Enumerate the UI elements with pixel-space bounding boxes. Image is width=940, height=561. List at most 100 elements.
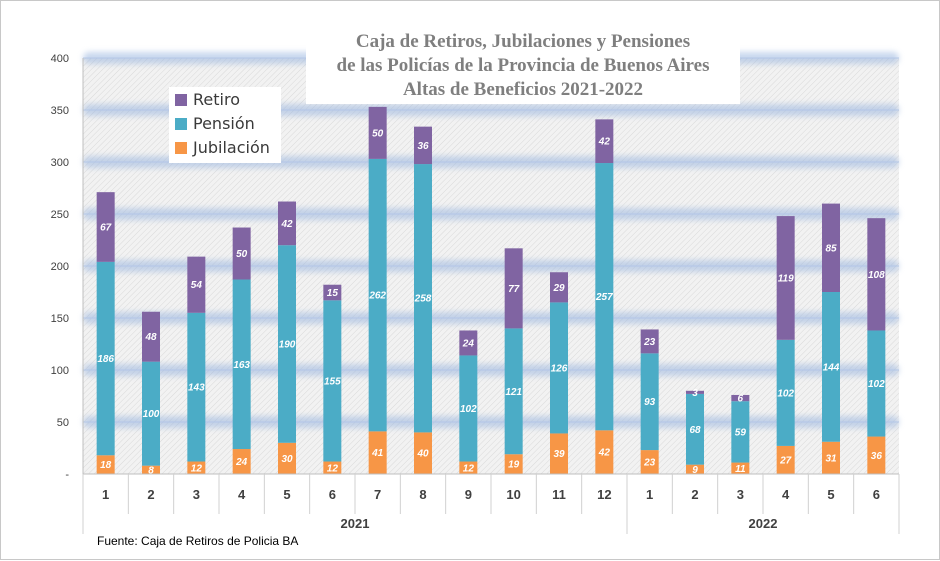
x-tick-label: 9 xyxy=(465,487,472,502)
bar-segment xyxy=(414,164,432,433)
bar-segment xyxy=(142,311,160,362)
bar-segment xyxy=(822,203,840,292)
legend-swatch xyxy=(175,118,187,130)
bar-segment xyxy=(278,201,296,246)
data-label: 93 xyxy=(644,397,656,408)
bar-segment xyxy=(867,330,886,437)
x-tick-label: 5 xyxy=(283,487,290,502)
data-label: 9 xyxy=(692,465,698,476)
data-label: 50 xyxy=(372,128,384,139)
data-label: 18 xyxy=(100,460,112,471)
data-label: 19 xyxy=(508,460,520,471)
bar-segment xyxy=(187,256,206,313)
bar-segment xyxy=(278,442,296,474)
data-label: 100 xyxy=(143,409,160,420)
x-tick-label: 4 xyxy=(782,487,790,502)
y-tick-label: 250 xyxy=(51,209,69,221)
data-label: 102 xyxy=(460,404,477,415)
bar-segment xyxy=(640,329,659,354)
x-tick-label: 8 xyxy=(419,487,426,502)
group-label: 2021 xyxy=(341,516,370,531)
source-note: Fuente: Caja de Retiros de Policia BA xyxy=(97,534,299,548)
data-label: 144 xyxy=(823,362,840,373)
title-background xyxy=(306,26,740,104)
x-tick-label: 10 xyxy=(506,487,520,502)
bar-segment xyxy=(731,401,750,463)
data-label: 59 xyxy=(735,427,747,438)
y-tick-label: - xyxy=(65,469,69,481)
bar-segment xyxy=(595,119,614,164)
data-label: 126 xyxy=(551,363,568,374)
bar-segment xyxy=(867,436,886,474)
data-label: 190 xyxy=(279,340,296,351)
bar-segment xyxy=(822,292,840,442)
bar-segment xyxy=(232,279,251,450)
bar-segment xyxy=(504,328,523,455)
bar-segment xyxy=(459,330,478,356)
title-line: Altas de Beneficios 2021-2022 xyxy=(403,79,643,100)
bar-segment xyxy=(414,126,432,165)
bar-segment xyxy=(323,461,342,474)
title-line: de las Policías de la Provincia de Bueno… xyxy=(337,55,710,76)
bar-segment xyxy=(96,192,115,262)
data-label: 258 xyxy=(414,294,432,305)
data-label: 24 xyxy=(462,338,475,349)
y-tick-label: 200 xyxy=(51,261,69,273)
x-tick-label: 11 xyxy=(552,487,566,502)
bar-segment xyxy=(368,158,387,432)
bar-segment xyxy=(640,450,659,474)
y-tick-label: 400 xyxy=(51,53,69,65)
bar-segment xyxy=(96,261,115,456)
data-label: 85 xyxy=(825,243,837,254)
bar-segment xyxy=(731,462,750,474)
x-tick-label: 1 xyxy=(646,487,653,502)
bar-segment xyxy=(776,216,795,340)
bar-segment xyxy=(368,431,387,474)
x-tick-label: 4 xyxy=(238,487,246,502)
bar-segment xyxy=(504,248,523,329)
bar-segment xyxy=(278,245,296,443)
data-label: 50 xyxy=(236,249,248,260)
data-label: 68 xyxy=(689,425,701,436)
data-label: 6 xyxy=(738,394,744,405)
data-label: 29 xyxy=(552,283,565,294)
bar-segment xyxy=(822,441,840,474)
data-label: 36 xyxy=(417,141,429,152)
x-tick-label: 3 xyxy=(737,487,744,502)
data-label: 41 xyxy=(371,448,384,459)
x-tick-label: 3 xyxy=(193,487,200,502)
data-label: 48 xyxy=(144,332,157,343)
data-label: 102 xyxy=(777,388,794,399)
title-line: Caja de Retiros, Jubilaciones y Pensione… xyxy=(356,31,690,52)
data-label: 15 xyxy=(327,288,339,299)
bar-segment xyxy=(187,312,206,462)
bar-segment xyxy=(867,218,886,331)
bar-segment xyxy=(187,461,206,474)
data-label: 36 xyxy=(871,451,883,462)
y-tick-label: 100 xyxy=(51,365,69,377)
x-tick-label: 1 xyxy=(102,487,109,502)
bar-segment xyxy=(550,302,568,434)
x-tick-label: 2 xyxy=(691,487,698,502)
bar-segment xyxy=(232,449,251,474)
legend-label: Pensión xyxy=(193,114,255,133)
chart-title: Caja de Retiros, Jubilaciones y Pensione… xyxy=(306,26,740,104)
bar-segment xyxy=(323,300,342,462)
bar-segment xyxy=(731,394,750,402)
x-tick-label: 12 xyxy=(597,487,611,502)
data-label: 186 xyxy=(97,354,114,365)
data-label: 8 xyxy=(148,465,154,476)
legend-swatch xyxy=(175,94,187,106)
x-tick-label: 5 xyxy=(827,487,834,502)
bar-segment xyxy=(686,390,704,394)
bar-segment xyxy=(323,284,342,301)
bar-segment xyxy=(142,465,160,474)
bar-segment xyxy=(459,355,478,462)
y-tick-label: 150 xyxy=(51,313,69,325)
bar-segment xyxy=(550,433,568,474)
x-tick-label: 2 xyxy=(147,487,154,502)
x-tick-label: 7 xyxy=(374,487,381,502)
bar-segment xyxy=(368,106,387,159)
